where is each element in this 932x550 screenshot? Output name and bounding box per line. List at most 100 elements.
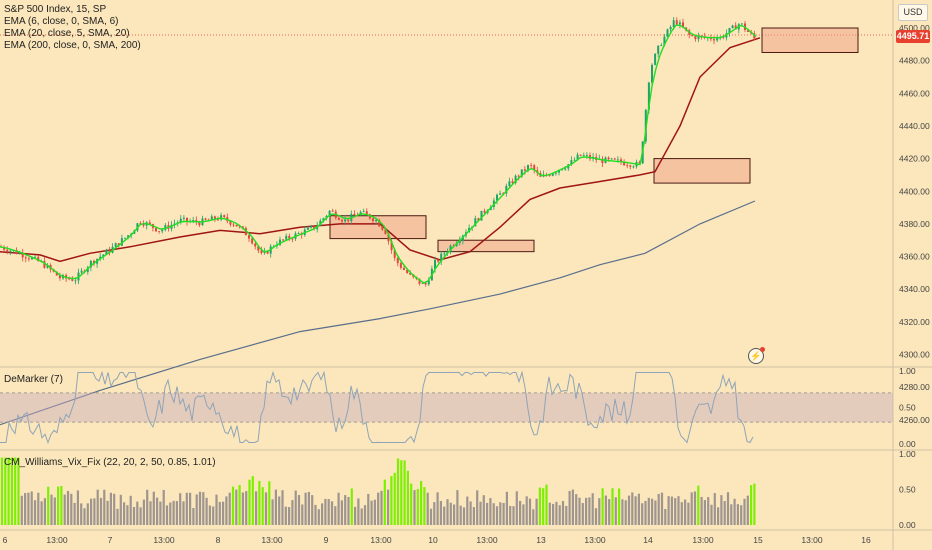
wvf-tick-label: 0.50 — [899, 485, 916, 495]
wvf-bar — [377, 492, 380, 525]
wvf-bar — [17, 457, 20, 525]
candle-body — [381, 226, 384, 230]
candle-body — [527, 165, 529, 171]
wvf-bar — [47, 486, 50, 525]
time-tick-label: 6 — [3, 535, 8, 545]
candle-body — [623, 162, 626, 166]
wvf-bar — [334, 506, 337, 525]
alert-icon[interactable]: ⚡ — [748, 347, 765, 364]
candle — [6, 246, 9, 255]
wvf-bar — [588, 497, 591, 525]
wvf-bar — [106, 500, 109, 525]
candle-body — [654, 53, 657, 65]
ema-200-line — [0, 200, 756, 426]
time-tick-label: 13:00 — [370, 535, 392, 545]
wvf-bar — [354, 506, 357, 525]
wvf-bar — [205, 497, 208, 525]
wvf-bar — [509, 505, 512, 525]
candle-body — [678, 22, 681, 25]
candle-body — [483, 210, 486, 213]
candle — [105, 248, 108, 255]
wvf-bar — [162, 489, 165, 525]
candle-body — [204, 218, 207, 220]
candle — [440, 250, 443, 266]
wvf-bar — [743, 498, 746, 525]
candle-body — [508, 181, 511, 186]
wvf-bar — [14, 457, 17, 525]
wvf-bar — [380, 490, 383, 525]
candle-body — [117, 243, 120, 246]
wvf-bar — [538, 487, 541, 525]
currency-button[interactable]: USD — [898, 4, 928, 21]
candle-body — [254, 243, 257, 247]
main-legend: S&P 500 Index, 15, SP EMA (6, close, 0, … — [4, 4, 141, 52]
candle-body — [210, 216, 213, 220]
candle — [328, 209, 331, 219]
wvf-bar — [222, 501, 225, 525]
wvf-bar — [231, 486, 235, 525]
wvf-bar — [390, 476, 393, 525]
wvf-bar — [238, 485, 241, 525]
wvf-bar — [146, 489, 149, 525]
candle — [582, 152, 585, 157]
candle — [145, 220, 148, 230]
wvf-bar — [156, 497, 159, 525]
candle-body — [682, 22, 684, 28]
candle-body — [213, 216, 216, 220]
price-tick-label: 4480.00 — [899, 56, 930, 66]
wvf-bar — [453, 504, 456, 525]
candle-body — [570, 160, 573, 165]
wvf-bar — [113, 493, 116, 525]
candle-body — [396, 257, 399, 264]
candle-body — [551, 173, 554, 176]
wvf-bar — [317, 509, 320, 525]
wvf-bar — [641, 503, 644, 525]
candle-body — [505, 185, 508, 194]
wvf-bar — [179, 493, 182, 525]
candle-body — [558, 169, 560, 173]
candle-body — [9, 250, 12, 252]
candle — [58, 272, 61, 281]
time-tick-label: 13:00 — [584, 535, 606, 545]
candle-body — [279, 239, 281, 245]
candle-body — [179, 218, 182, 223]
candle-body — [437, 260, 440, 262]
candle — [254, 242, 257, 250]
candle-body — [523, 169, 526, 171]
candle-body — [514, 175, 517, 184]
wvf-bar — [713, 493, 716, 525]
wvf-bar — [608, 499, 611, 525]
wvf-bar — [393, 472, 396, 525]
time-tick-label: 16 — [861, 535, 871, 545]
price-tick-label: 4320.00 — [899, 317, 930, 327]
candle-body — [406, 269, 409, 274]
time-tick-label: 13:00 — [153, 535, 175, 545]
wvf-bar — [439, 501, 442, 525]
candle-body — [266, 251, 269, 254]
candle-body — [694, 35, 697, 40]
candle-body — [282, 239, 285, 241]
wvf-bar — [426, 492, 429, 525]
candle-body — [186, 217, 188, 222]
price-tick-label: 4460.00 — [899, 88, 930, 98]
wvf-bar — [436, 492, 439, 525]
wvf-bar — [618, 488, 621, 525]
candle — [678, 19, 681, 29]
candle — [511, 178, 514, 185]
price-tick-label: 4300.00 — [899, 350, 930, 360]
wvf-bar — [542, 488, 545, 525]
wvf-bar — [50, 494, 53, 525]
candle — [220, 212, 223, 222]
wvf-bar — [99, 497, 103, 525]
candle-body — [220, 215, 223, 220]
candle — [108, 246, 111, 256]
wvf-bar — [347, 496, 350, 525]
wvf-bar — [690, 492, 693, 525]
candle-body — [102, 254, 105, 257]
candle-body — [626, 165, 629, 166]
wvf-bar — [66, 490, 70, 525]
candle-body — [409, 273, 412, 275]
candle-body — [480, 210, 483, 221]
candle — [508, 177, 511, 187]
